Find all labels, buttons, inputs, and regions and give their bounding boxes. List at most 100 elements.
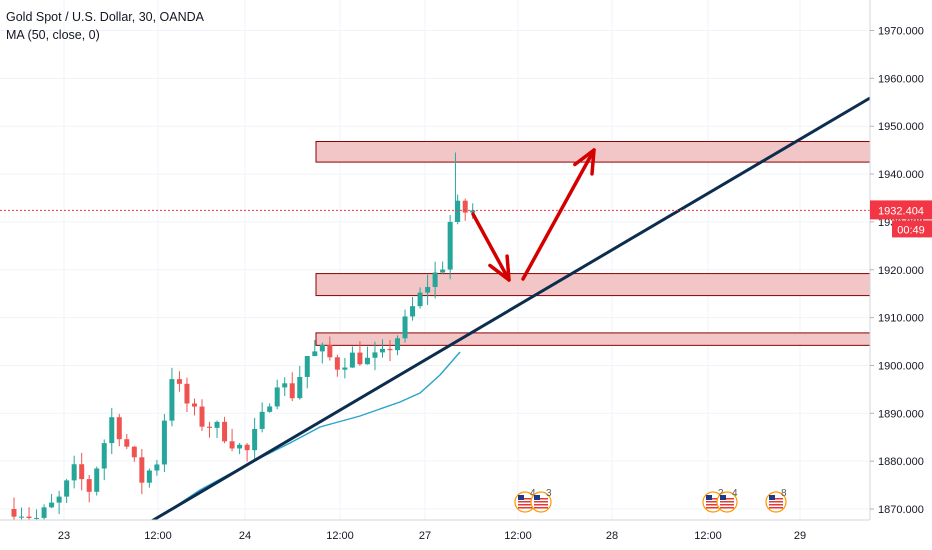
us-flag-icon[interactable]: 3 [530,488,552,513]
candle-body [131,446,137,458]
candle-body [372,352,378,358]
candle-body [304,356,310,377]
candle-body [447,221,453,270]
x-tick-label: 12:00 [694,530,722,542]
candle-body [124,439,130,447]
candle-body [34,517,40,519]
candle-body [417,292,423,307]
candle-body [19,516,25,518]
flag-stripe [706,498,720,500]
candle-body [259,411,265,429]
y-tick-label: 1890.000 [878,408,924,420]
flag-stripe [534,498,548,500]
candle-body [214,421,220,428]
candle-body [470,210,476,213]
candle-body [402,316,408,339]
flag-canton [769,495,775,500]
flag-canton [534,495,540,500]
x-tick-label: 12:00 [504,530,532,542]
candle-body [379,348,385,353]
x-tick-label: 23 [58,530,70,542]
symbol-title[interactable]: Gold Spot / U.S. Dollar, 30, OANDA [6,10,204,24]
candle-body [41,507,47,518]
candle-body [139,457,145,483]
x-tick-label: 29 [794,530,806,542]
y-tick-label: 1960.000 [878,73,924,85]
candle-body [26,516,32,518]
last-price-label: 1932.404 [878,205,924,217]
event-count: 4 [732,488,738,499]
price-axis-bg [870,0,932,550]
y-tick-label: 1880.000 [878,456,924,468]
candle-body [176,379,182,384]
x-tick-label: 12:00 [144,530,172,542]
countdown-bg [892,220,932,238]
event-count: 8 [781,488,787,499]
candle-body [109,417,115,444]
candle-body [349,352,355,368]
candle-body [86,479,92,492]
candle-body [101,443,107,469]
flag-stripe [720,498,734,500]
grid-lines [0,0,870,520]
candle-body [79,464,85,480]
candle-body [440,269,446,273]
candles [11,152,476,528]
resistance-zone [315,273,871,297]
candle-body [267,406,273,412]
y-tick-label: 1870.000 [878,504,924,516]
indicator-label[interactable]: MA (50, close, 0) [6,28,100,42]
arrow-shaft [471,212,511,282]
us-flag-icon[interactable]: 4 [514,488,536,513]
event-count: 4 [530,488,536,499]
y-tick-label: 1950.000 [878,121,924,133]
flag-stripe [720,507,734,509]
flag-stripe [518,504,532,506]
candle-body [282,383,288,388]
chart-legend: Gold Spot / U.S. Dollar, 30, OANDA MA (5… [6,8,204,44]
candle-body [237,444,243,449]
flag-stripe [769,504,783,506]
candle-body [455,200,461,222]
flag-stripe [769,507,783,509]
candle-body [191,403,197,407]
candle-body [64,480,70,497]
candle-body [395,338,401,351]
x-tick-label: 28 [606,530,618,542]
flag-stripe [518,498,532,500]
flag-canton [706,495,712,500]
candle-body [319,344,325,352]
arrow-shaft [521,148,596,281]
flag-stripe [706,504,720,506]
us-flag-icon[interactable]: 8 [765,488,787,513]
flag-stripe [518,507,532,509]
flag-stripe [720,504,734,506]
candle-body [252,428,258,451]
x-tick-label: 27 [419,530,431,542]
projection-arrows [471,148,596,282]
candle-body [207,426,213,428]
flag-stripe [518,501,532,503]
candle-body [49,502,55,508]
price-tag-bg [870,200,932,220]
candle-body [94,468,100,492]
candle-body [357,352,363,365]
flag-stripe [769,498,783,500]
candle-body [146,470,152,483]
y-tick-label: 1970.000 [878,26,924,38]
candle-body [116,417,122,440]
us-flag-icon[interactable]: 4 [716,488,738,513]
arrow-head [488,254,511,282]
candle-body [71,464,77,481]
candle-body [425,286,431,293]
flag-canton [518,495,524,500]
economic-events[interactable]: 43248 [514,488,787,513]
flag-stripe [534,504,548,506]
candle-body [410,306,416,317]
candle-body [184,383,190,404]
flag-stripe [769,501,783,503]
y-tick-label: 1910.000 [878,313,924,325]
flag-stripe [720,501,734,503]
